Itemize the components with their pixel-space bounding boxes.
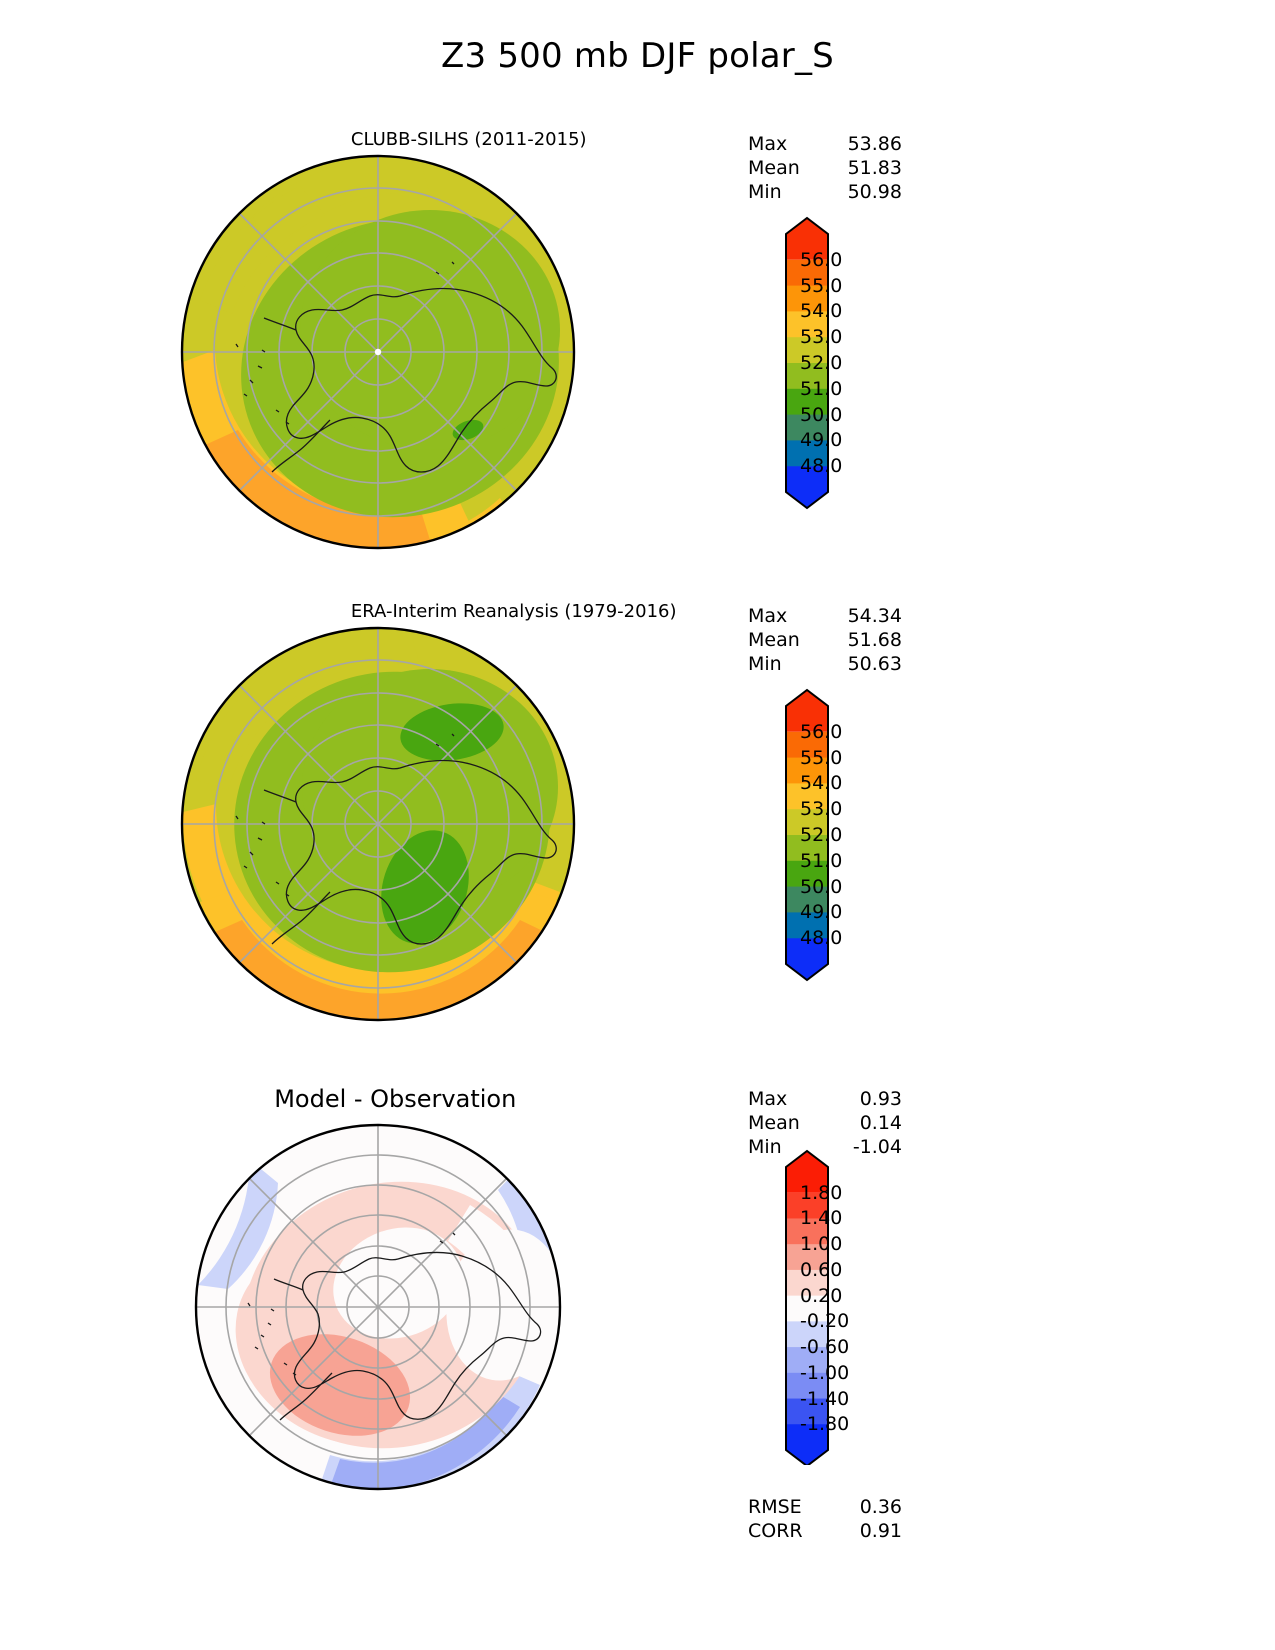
colorbar-tick: -1.00 bbox=[800, 1361, 850, 1384]
colorbar-absolute: 56.0 55.0 54.0 53.0 52.0 51.0 50.0 49.0 48.0 bbox=[748, 684, 868, 984]
colorbar-swatches bbox=[785, 688, 829, 982]
colorbar-tick: -1.80 bbox=[800, 1413, 850, 1436]
stat-mean-value: 51.83 bbox=[847, 157, 902, 179]
stat-mean-label: Mean bbox=[748, 157, 800, 179]
polar-map-difference bbox=[0, 1055, 760, 1525]
colorbar-tick: 50.0 bbox=[800, 875, 843, 898]
colorbar-tick: 1.80 bbox=[800, 1181, 843, 1204]
colorbar-tick: 48.0 bbox=[800, 455, 843, 478]
colorbar-tick: 0.60 bbox=[800, 1258, 843, 1281]
score-block: RMSE 0.36 CORR 0.91 bbox=[748, 1495, 902, 1543]
score-corr-value: 0.91 bbox=[859, 1520, 902, 1542]
colorbar-swatches bbox=[785, 216, 829, 510]
colorbar-tick: 1.40 bbox=[800, 1207, 843, 1230]
stat-min: Min 50.63 bbox=[748, 652, 902, 676]
stat-max-label: Max bbox=[748, 133, 788, 155]
globe-outline bbox=[180, 626, 576, 1022]
stat-max-value: 53.86 bbox=[847, 133, 902, 155]
coastline bbox=[235, 261, 557, 473]
panel-caption-text: ERA-Interim Reanalysis (1979-2016) bbox=[350, 601, 677, 622]
stat-min-value: -1.04 bbox=[852, 1136, 902, 1158]
stats-block: Max 54.34 Mean 51.68 Min 50.63 bbox=[748, 604, 902, 676]
stat-mean-label: Mean bbox=[748, 629, 800, 651]
stat-max: Max 53.86 bbox=[748, 132, 902, 156]
stat-min-label: Min bbox=[748, 653, 782, 675]
colorbar-tick: 55.0 bbox=[800, 274, 843, 297]
polar-map-svg bbox=[180, 154, 576, 550]
stat-max: Max 54.34 bbox=[748, 604, 902, 628]
stats-block: Max 0.93 Mean 0.14 Min -1.04 bbox=[748, 1087, 902, 1159]
colorbar-tick: 49.0 bbox=[800, 429, 843, 452]
colorbar-swatches bbox=[785, 1149, 829, 1465]
colorbar-tick: 53.0 bbox=[800, 798, 843, 821]
colorbar-tick: -0.60 bbox=[800, 1336, 850, 1359]
colorbar-tick: 56.0 bbox=[800, 720, 843, 743]
stat-max-label: Max bbox=[748, 605, 788, 627]
stat-mean: Mean 51.68 bbox=[748, 628, 902, 652]
score-rmse-value: 0.36 bbox=[859, 1496, 902, 1518]
stat-max-value: 0.93 bbox=[859, 1088, 902, 1110]
stat-mean-value: 51.68 bbox=[847, 629, 902, 651]
score-rmse-label: RMSE bbox=[748, 1496, 802, 1518]
globe-outline bbox=[180, 154, 576, 550]
coastline bbox=[247, 1232, 542, 1421]
coastline bbox=[235, 733, 557, 945]
colorbar-tick: 55.0 bbox=[800, 746, 843, 769]
panel-difference: Model - Observation Max 0.93 Mean 0.14 Min… bbox=[0, 1055, 1275, 1542]
colorbar-tick: 51.0 bbox=[800, 849, 843, 872]
score-corr: CORR 0.91 bbox=[748, 1519, 902, 1543]
colorbar-tick: 53.0 bbox=[800, 326, 843, 349]
panel-observation: ERA-Interim Reanalysis (1979-2016) hecto… bbox=[0, 572, 1275, 1042]
colorbar-tick: 49.0 bbox=[800, 901, 843, 924]
polar-map-observation bbox=[0, 572, 760, 1042]
stat-max-label: Max bbox=[748, 1088, 788, 1110]
stats-block: Max 53.86 Mean 51.83 Min 50.98 bbox=[748, 132, 902, 204]
stat-min: Min 50.98 bbox=[748, 180, 902, 204]
colorbar-tick: 54.0 bbox=[800, 772, 843, 795]
colorbar-tick: 56.0 bbox=[800, 248, 843, 271]
colorbar-tick: 48.0 bbox=[800, 927, 843, 950]
graticule bbox=[182, 628, 574, 1020]
panel-caption-text: CLUBB-SILHS (2011-2015) bbox=[350, 129, 587, 150]
polar-map-model bbox=[0, 100, 760, 570]
polar-map-svg bbox=[180, 626, 576, 1022]
stat-min: Min -1.04 bbox=[748, 1135, 902, 1159]
panel-model: CLUBB-SILHS (2011-2015) hectometer Max53… bbox=[0, 100, 1275, 570]
colorbar-tick: 51.0 bbox=[800, 377, 843, 400]
stat-mean: Mean 51.83 bbox=[748, 156, 902, 180]
colorbar-difference: 1.80 1.40 1.00 0.60 0.20 -0.20 -0.60 -1.00 -1.40… bbox=[748, 1145, 868, 1465]
colorbar-tick: 52.0 bbox=[800, 824, 843, 846]
colorbar-tick: 52.0 bbox=[800, 352, 843, 374]
stat-max-value: 54.34 bbox=[847, 605, 902, 627]
score-rmse: RMSE 0.36 bbox=[748, 1495, 902, 1519]
stat-min-value: 50.98 bbox=[847, 181, 902, 203]
colorbar-tick: 0.20 bbox=[800, 1284, 843, 1307]
colorbar-tick: 50.0 bbox=[800, 403, 843, 426]
panel-caption-text: Model - Observation bbox=[274, 1085, 517, 1113]
stat-mean-value: 0.14 bbox=[859, 1112, 902, 1134]
colorbar-tick: 54.0 bbox=[800, 300, 843, 323]
score-corr-label: CORR bbox=[748, 1520, 803, 1542]
stat-min-label: Min bbox=[748, 1136, 782, 1158]
colorbar-tick: -1.40 bbox=[800, 1387, 850, 1410]
stat-mean: Mean 0.14 bbox=[748, 1111, 902, 1135]
graticule bbox=[196, 1125, 560, 1489]
figure-title: Z3 500 mb DJF polar_S bbox=[441, 36, 834, 76]
colorbar-absolute: 56.0 55.0 54.0 53.0 52.0 51.0 50.0 49.0 48.0 bbox=[748, 212, 868, 512]
globe-outline bbox=[194, 1123, 562, 1491]
colorbar-tick: -0.20 bbox=[800, 1310, 850, 1333]
stat-mean-label: Mean bbox=[748, 1112, 800, 1134]
stat-max: Max 0.93 bbox=[748, 1087, 902, 1111]
panel-caption: Model - Observation bbox=[0, 1063, 760, 1135]
pole-marker bbox=[374, 348, 382, 356]
stat-min-label: Min bbox=[748, 181, 782, 203]
polar-map-svg bbox=[194, 1123, 562, 1491]
colorbar-tick: 1.00 bbox=[800, 1233, 843, 1256]
stat-min-value: 50.63 bbox=[847, 653, 902, 675]
